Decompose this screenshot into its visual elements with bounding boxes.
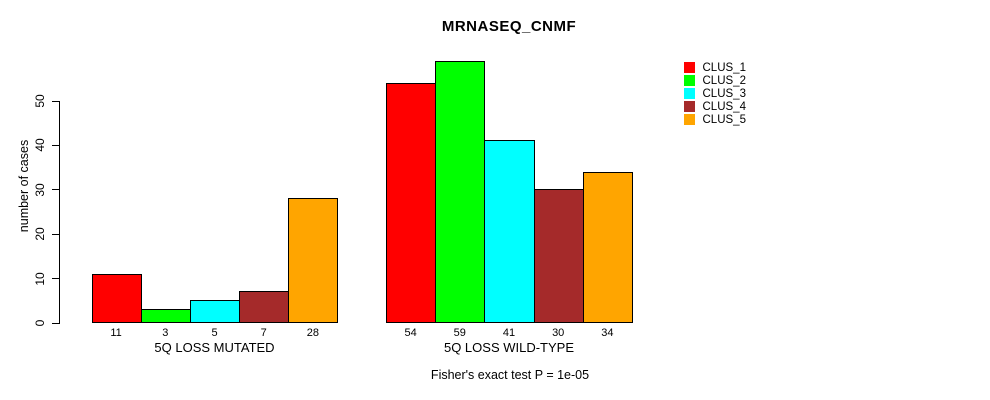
y-axis-tick-label: 10 xyxy=(33,271,47,286)
bar-clus_4-2 xyxy=(533,189,584,324)
bar-clus_5-1 xyxy=(288,198,339,324)
legend-swatch-icon xyxy=(684,114,695,125)
bar-clus_1-2 xyxy=(386,82,437,324)
legend-item-label: CLUS_5 xyxy=(702,113,746,126)
bar-value-label: 34 xyxy=(601,327,614,339)
legend-swatch-icon xyxy=(684,101,695,112)
y-axis-tick-label: 0 xyxy=(33,319,47,327)
y-axis-tick xyxy=(52,189,59,191)
bar-clus_5-2 xyxy=(582,171,633,324)
y-axis-tick-label: 50 xyxy=(33,94,47,108)
legend-item-clus_3: CLUS_3 xyxy=(684,87,746,100)
bar-clus_1-1 xyxy=(91,273,142,324)
bar-clus_3-2 xyxy=(484,140,535,324)
legend-item-label: CLUS_4 xyxy=(702,100,746,113)
legend-item-label: CLUS_2 xyxy=(702,74,746,87)
y-axis-tick xyxy=(52,100,59,102)
legend-item-clus_2: CLUS_2 xyxy=(684,74,746,87)
bar-value-label: 30 xyxy=(552,327,565,339)
y-axis-tick xyxy=(52,233,59,235)
bar-clus_3-1 xyxy=(189,300,241,324)
bar-value-label: 7 xyxy=(260,327,267,339)
legend-item-clus_5: CLUS_5 xyxy=(684,113,746,126)
y-axis-tick-label: 40 xyxy=(33,138,47,153)
bar-value-label: 11 xyxy=(110,327,122,339)
chart-title: MRNASEQ_CNMF xyxy=(441,18,577,35)
legend-item-clus_4: CLUS_4 xyxy=(684,100,746,113)
y-axis-tick xyxy=(52,144,59,146)
bar-clus_4-1 xyxy=(239,291,290,324)
bar-value-label: 54 xyxy=(404,327,417,339)
y-axis-tick xyxy=(52,278,59,280)
bar-clus_2-1 xyxy=(140,309,191,324)
legend-swatch-icon xyxy=(684,75,695,86)
x-group-label: 5Q LOSS MUTATED xyxy=(154,340,275,355)
y-axis-tick xyxy=(52,322,59,324)
bar-value-label: 59 xyxy=(453,327,466,339)
y-axis-tick-label: 20 xyxy=(33,227,47,241)
y-axis-label: number of cases xyxy=(17,139,31,233)
bar-clus_2-2 xyxy=(435,60,486,324)
y-axis-tick-label: 30 xyxy=(33,183,47,197)
bar-value-label: 5 xyxy=(211,327,218,339)
bar-value-label: 3 xyxy=(162,327,169,339)
fisher-test-annotation: Fisher's exact test P = 1e-05 xyxy=(430,368,590,382)
y-axis-line xyxy=(59,100,60,324)
legend-item-label: CLUS_3 xyxy=(702,87,746,100)
x-group-label: 5Q LOSS WILD-TYPE xyxy=(443,340,575,355)
legend-swatch-icon xyxy=(684,88,695,99)
legend-swatch-icon xyxy=(684,62,695,73)
bar-value-label: 41 xyxy=(502,327,516,339)
legend: CLUS_1 CLUS_2 CLUS_3 CLUS_4 CLUS_5 xyxy=(684,61,746,126)
legend-item-clus_1: CLUS_1 xyxy=(684,61,746,74)
legend-item-label: CLUS_1 xyxy=(702,61,746,74)
bar-value-label: 28 xyxy=(306,327,320,339)
